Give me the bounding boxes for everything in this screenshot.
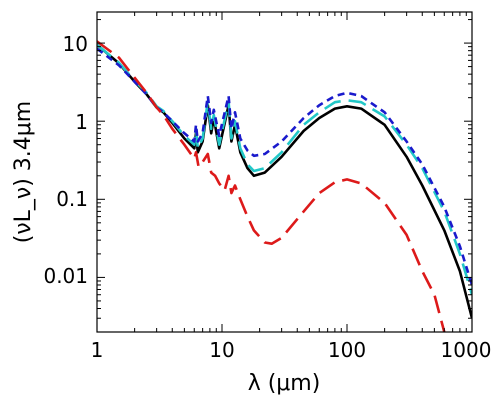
series-line-2 [97,43,472,296]
series-layer [97,40,472,332]
series-line-4 [97,40,446,332]
x-tick-label-100: 100 [328,338,366,362]
y-tick-label-1: 1 [75,110,88,134]
y-tick-label-10: 10 [63,32,88,56]
series-line-1 [97,43,472,319]
y-axis-label: (νL_ν) 3.4μm [11,101,36,243]
ticks-layer [96,12,472,333]
y-tick-label-0.01: 0.01 [43,264,88,288]
series-line-3 [97,47,472,286]
x-tick-label-10: 10 [209,338,234,362]
y-tick-label-0.1: 0.1 [56,187,88,211]
plot-frame [96,11,473,333]
x-axis-label: λ (μm) [248,371,321,396]
x-tick-label-1: 1 [91,338,104,362]
x-tick-label-1000: 1000 [441,338,492,362]
